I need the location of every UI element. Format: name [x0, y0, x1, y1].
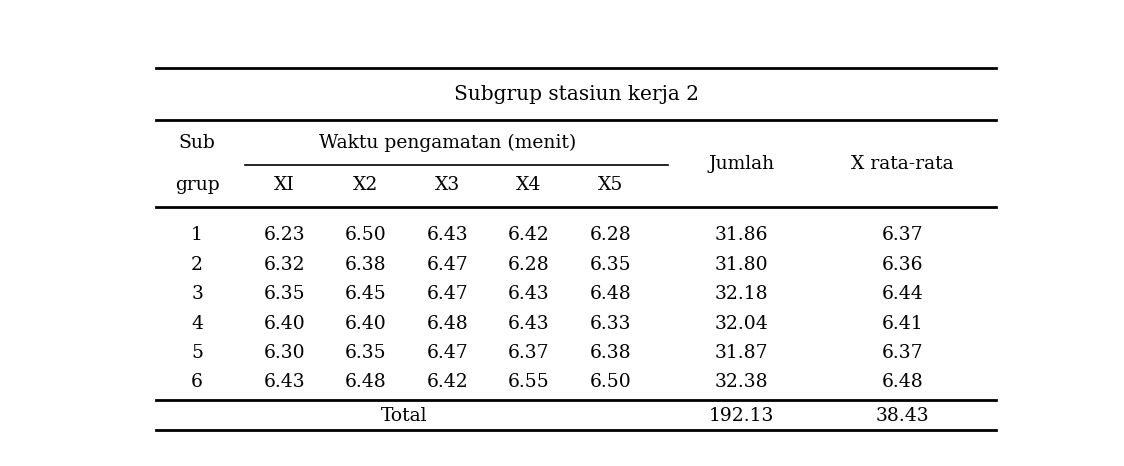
Text: 6.35: 6.35 [263, 285, 305, 303]
Text: 4: 4 [191, 315, 203, 333]
Text: X5: X5 [598, 176, 624, 194]
Text: 6.42: 6.42 [426, 373, 468, 391]
Text: 2: 2 [191, 256, 203, 274]
Text: 31.86: 31.86 [715, 226, 769, 244]
Text: 6.48: 6.48 [590, 285, 632, 303]
Text: 6.37: 6.37 [882, 344, 924, 362]
Text: 6: 6 [191, 373, 203, 391]
Text: 6.48: 6.48 [344, 373, 387, 391]
Text: 6.37: 6.37 [508, 344, 550, 362]
Text: 6.47: 6.47 [426, 344, 468, 362]
Text: X2: X2 [353, 176, 378, 194]
Text: 6.35: 6.35 [344, 344, 386, 362]
Text: 6.44: 6.44 [882, 285, 924, 303]
Text: X rata-rata: X rata-rata [851, 155, 954, 173]
Text: 6.32: 6.32 [263, 256, 305, 274]
Text: Sub: Sub [179, 134, 216, 152]
Text: 32.38: 32.38 [715, 373, 769, 391]
Text: 6.28: 6.28 [590, 226, 632, 244]
Text: 6.36: 6.36 [882, 256, 924, 274]
Text: 6.50: 6.50 [590, 373, 632, 391]
Text: 6.38: 6.38 [344, 256, 386, 274]
Text: 6.48: 6.48 [426, 315, 468, 333]
Text: 6.55: 6.55 [508, 373, 550, 391]
Text: 6.50: 6.50 [344, 226, 387, 244]
Text: Jumlah: Jumlah [708, 155, 774, 173]
Text: 6.48: 6.48 [882, 373, 924, 391]
Text: X3: X3 [435, 176, 460, 194]
Text: Waktu pengamatan (menit): Waktu pengamatan (menit) [319, 134, 577, 152]
Text: 6.23: 6.23 [263, 226, 305, 244]
Text: 6.47: 6.47 [426, 256, 468, 274]
Text: 31.87: 31.87 [715, 344, 769, 362]
Text: 6.38: 6.38 [590, 344, 632, 362]
Text: 5: 5 [191, 344, 203, 362]
Text: 6.40: 6.40 [263, 315, 305, 333]
Text: 32.04: 32.04 [715, 315, 769, 333]
Text: 32.18: 32.18 [715, 285, 769, 303]
Text: 6.33: 6.33 [590, 315, 632, 333]
Text: 6.43: 6.43 [263, 373, 305, 391]
Text: 6.40: 6.40 [344, 315, 387, 333]
Text: 6.41: 6.41 [882, 315, 924, 333]
Text: 1: 1 [191, 226, 203, 244]
Text: 6.45: 6.45 [344, 285, 387, 303]
Text: 6.43: 6.43 [508, 315, 550, 333]
Text: 6.42: 6.42 [508, 226, 550, 244]
Text: 192.13: 192.13 [709, 407, 774, 425]
Text: X4: X4 [516, 176, 542, 194]
Text: 6.30: 6.30 [263, 344, 305, 362]
Text: 6.43: 6.43 [508, 285, 550, 303]
Text: 6.43: 6.43 [426, 226, 468, 244]
Text: grup: grup [174, 176, 219, 194]
Text: 6.37: 6.37 [882, 226, 924, 244]
Text: 38.43: 38.43 [876, 407, 930, 425]
Text: Total: Total [381, 407, 427, 425]
Text: Subgrup stasiun kerja 2: Subgrup stasiun kerja 2 [454, 85, 698, 104]
Text: XI: XI [274, 176, 294, 194]
Text: 6.28: 6.28 [508, 256, 550, 274]
Text: 31.80: 31.80 [715, 256, 769, 274]
Text: 6.47: 6.47 [426, 285, 468, 303]
Text: 3: 3 [191, 285, 203, 303]
Text: 6.35: 6.35 [590, 256, 632, 274]
